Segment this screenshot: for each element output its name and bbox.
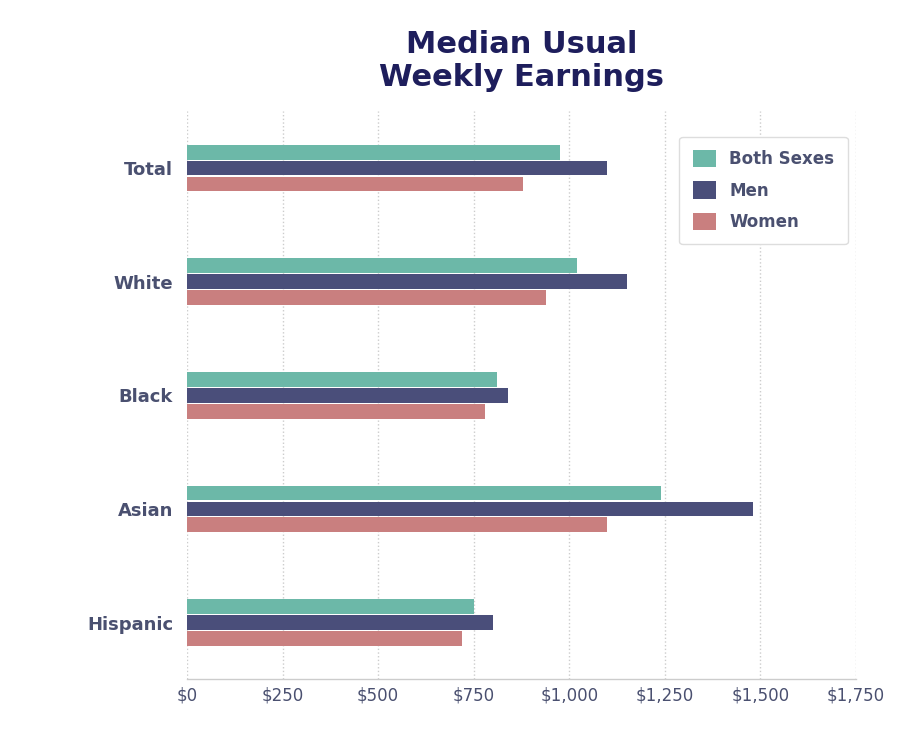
Bar [187, 290, 546, 305]
Bar [187, 388, 508, 403]
Bar [187, 486, 661, 501]
Bar [187, 501, 752, 516]
Bar [187, 372, 497, 387]
Bar [187, 615, 493, 630]
Legend: Both Sexes, Men, Women: Both Sexes, Men, Women [680, 137, 848, 244]
Bar [187, 161, 608, 175]
Title: Median Usual
Weekly Earnings: Median Usual Weekly Earnings [379, 29, 664, 92]
Bar [187, 145, 560, 159]
Bar [187, 599, 473, 614]
Bar [187, 517, 608, 532]
Bar [187, 177, 524, 192]
Bar [187, 258, 577, 273]
Bar [187, 404, 485, 418]
Bar [187, 275, 626, 289]
Bar [187, 631, 463, 646]
